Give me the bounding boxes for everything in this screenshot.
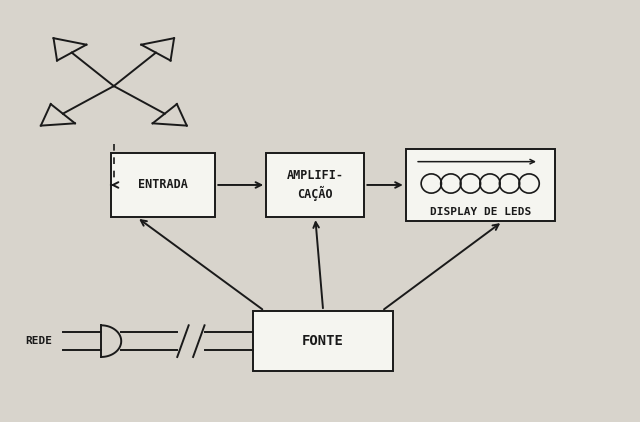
Bar	[266, 153, 364, 217]
Bar	[111, 153, 215, 217]
Text: AMPLIFI-
CAÇÃO: AMPLIFI- CAÇÃO	[287, 169, 344, 201]
Text: FONTE: FONTE	[302, 334, 344, 348]
Text: DISPLAY DE LEDS: DISPLAY DE LEDS	[429, 207, 531, 217]
Text: REDE: REDE	[25, 336, 52, 346]
Bar	[253, 311, 393, 371]
Text: ENTRADA: ENTRADA	[138, 179, 188, 192]
Bar	[406, 149, 555, 222]
